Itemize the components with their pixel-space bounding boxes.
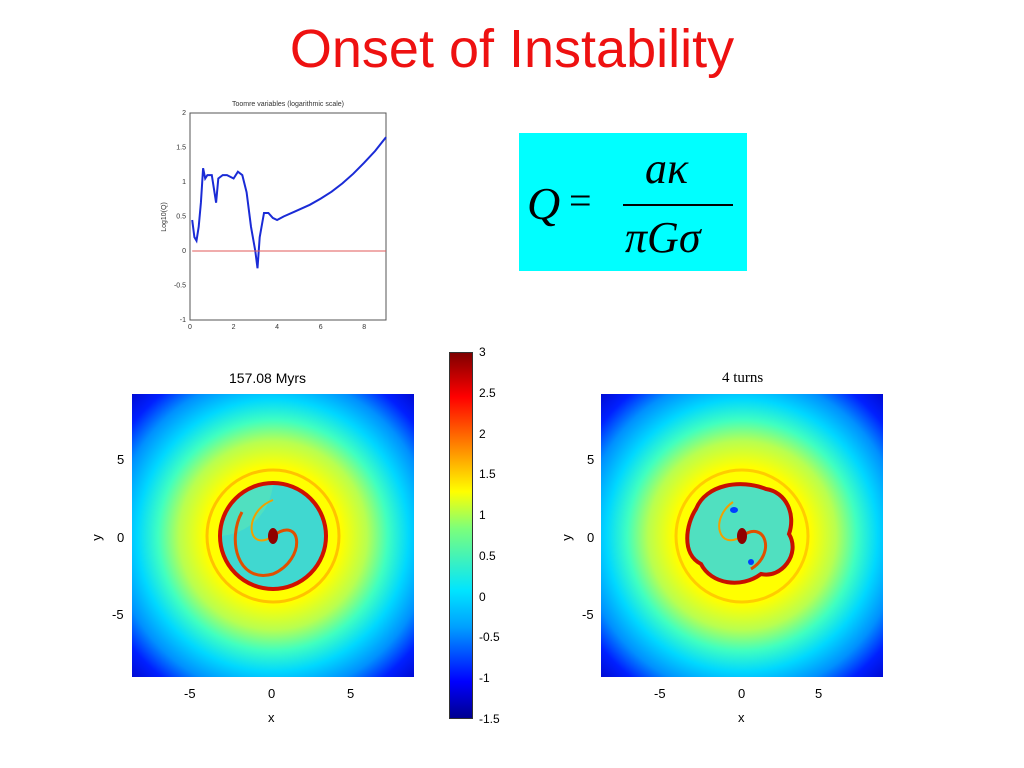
colorbar-tick-label: 1 bbox=[479, 508, 486, 523]
left-xtick-0: 0 bbox=[268, 686, 276, 701]
left-panel-title: 157.08 Myrs bbox=[229, 370, 307, 386]
colorbar-tick-label: 3 bbox=[479, 345, 486, 359]
left-ytick-0: 0 bbox=[117, 530, 125, 545]
formula-denominator: πGσ bbox=[625, 213, 701, 262]
colorbar-tick-label: 2.5 bbox=[479, 385, 496, 400]
right-xtick-5: 5 bbox=[815, 686, 823, 701]
x-tick-label: 4 bbox=[275, 324, 279, 331]
colorbar bbox=[449, 352, 473, 719]
right-xtick-minus5: -5 bbox=[654, 686, 666, 701]
right-xlabel: x bbox=[738, 710, 745, 725]
toomre-formula: Q = aκ πGσ bbox=[519, 133, 747, 271]
formula-equals: = bbox=[569, 178, 592, 223]
y-tick-label: 0 bbox=[182, 248, 186, 255]
right-ytick-5: 5 bbox=[587, 452, 595, 467]
y-tick-label: -1 bbox=[180, 317, 186, 324]
left-ytick-5: 5 bbox=[117, 452, 125, 467]
colorbar-tick-label: -1 bbox=[479, 671, 490, 686]
colorbar-tick-label: -1.5 bbox=[479, 712, 500, 726]
plot-ylabel: Log10(Q) bbox=[161, 202, 168, 232]
y-tick-label: 1 bbox=[182, 179, 186, 186]
right-ytick-minus5: -5 bbox=[582, 607, 594, 622]
plot-title: Toomre variables (logarithmic scale) bbox=[232, 101, 344, 108]
colorbar-tick-label: 2 bbox=[479, 426, 486, 441]
x-tick-label: 8 bbox=[362, 324, 366, 331]
colorbar-tick-label: 0.5 bbox=[479, 548, 496, 563]
right-xtick-0: 0 bbox=[738, 686, 746, 701]
left-xlabel: x bbox=[268, 710, 275, 725]
y-tick-label: 1.5 bbox=[176, 145, 186, 152]
formula-numerator: aκ bbox=[645, 144, 689, 193]
right-ylabel: y bbox=[558, 534, 574, 541]
toomre-plot-svg: Toomre variables (logarithmic scale) Log… bbox=[161, 101, 387, 331]
right-disk-image bbox=[601, 394, 883, 677]
x-tick-label: 6 bbox=[319, 324, 323, 331]
colorbar-tick-label: 0 bbox=[479, 589, 486, 604]
x-tick-label: 0 bbox=[188, 324, 192, 331]
right-panel-title: 4 turns bbox=[722, 370, 764, 386]
y-ticks: 2 1.5 1 0.5 0 -0.5 -1 bbox=[174, 110, 186, 324]
left-ytick-minus5: -5 bbox=[112, 607, 124, 622]
fraction-bar bbox=[623, 204, 733, 206]
colorbar-tick-label: 1.5 bbox=[479, 467, 496, 482]
series-lines bbox=[191, 136, 387, 269]
right-ytick-0: 0 bbox=[587, 530, 595, 545]
toomre-plot: Toomre variables (logarithmic scale) Log… bbox=[150, 95, 395, 335]
y-tick-label: 0.5 bbox=[176, 214, 186, 221]
formula-lhs: Q bbox=[527, 178, 561, 229]
left-disk-image bbox=[132, 394, 414, 677]
plot-frame bbox=[189, 112, 387, 321]
y-tick-label: 2 bbox=[182, 110, 186, 117]
y-tick-label: -0.5 bbox=[174, 283, 186, 290]
series-line-log-q bbox=[191, 136, 387, 269]
colorbar-tick-label: -0.5 bbox=[479, 630, 500, 645]
left-xtick-minus5: -5 bbox=[184, 686, 196, 701]
left-xtick-5: 5 bbox=[347, 686, 355, 701]
x-ticks: 0 2 4 6 8 bbox=[188, 324, 366, 331]
slide-title: Onset of Instability bbox=[289, 19, 735, 79]
left-ylabel: y bbox=[88, 534, 104, 541]
x-tick-label: 2 bbox=[232, 324, 236, 331]
